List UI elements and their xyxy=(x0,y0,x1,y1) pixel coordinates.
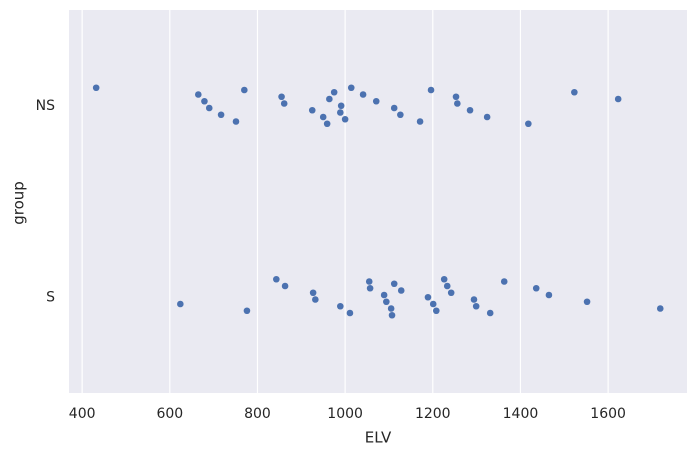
strip-point xyxy=(232,118,240,125)
strip-point xyxy=(359,91,367,98)
x-axis-label: ELV xyxy=(365,429,392,447)
x-tick-label: 400 xyxy=(69,406,96,422)
strip-point xyxy=(308,106,316,114)
strip-point xyxy=(432,307,440,315)
strip-point xyxy=(614,95,622,103)
strip-point xyxy=(323,120,331,128)
strip-point xyxy=(429,300,437,308)
strip-point xyxy=(424,293,432,301)
strip-point xyxy=(366,284,374,292)
strip-point xyxy=(525,120,532,128)
strip-point xyxy=(243,307,251,315)
strip-point xyxy=(571,88,578,96)
strip-point xyxy=(278,93,285,101)
strip-point xyxy=(341,115,349,123)
strip-point xyxy=(532,284,540,292)
strip-point xyxy=(390,104,398,112)
strip-point xyxy=(241,86,248,94)
strip-point xyxy=(326,95,333,103)
strip-point xyxy=(390,280,398,288)
x-tick-label: 1600 xyxy=(590,406,626,422)
strip-point xyxy=(383,298,390,306)
strip-point xyxy=(201,97,208,105)
strip-point xyxy=(388,311,396,319)
y-tick-label: S xyxy=(46,289,55,305)
y-axis-label: group xyxy=(10,181,28,225)
strip-point xyxy=(470,296,478,303)
strip-point xyxy=(312,296,319,303)
strip-point xyxy=(372,97,380,105)
x-tick-label: 800 xyxy=(244,406,271,422)
strip-point xyxy=(347,84,355,92)
strip-point xyxy=(483,113,491,121)
strip-point xyxy=(280,100,288,107)
strip-point xyxy=(365,278,373,285)
strip-point xyxy=(466,106,474,114)
strip-point xyxy=(545,291,553,299)
strip-point xyxy=(330,88,338,96)
strip-point xyxy=(583,298,591,306)
strip-point xyxy=(443,282,451,290)
strip-point xyxy=(454,100,461,107)
strip-point xyxy=(656,305,664,312)
strip-point xyxy=(486,309,494,317)
strip-point xyxy=(397,111,404,119)
strip-point xyxy=(177,300,184,308)
strip-point xyxy=(319,113,327,121)
strip-point xyxy=(500,278,508,285)
strip-point xyxy=(472,302,480,310)
strip-point xyxy=(273,275,280,283)
strip-point xyxy=(337,102,345,110)
strip-point xyxy=(427,86,435,94)
y-tick-label: NS xyxy=(36,98,55,114)
strip-point xyxy=(309,289,317,297)
strip-point xyxy=(440,275,448,283)
strip-point xyxy=(452,93,460,101)
x-tick-label: 600 xyxy=(156,406,183,422)
strip-point xyxy=(387,305,395,312)
strip-point xyxy=(337,302,344,310)
x-tick-label: 1400 xyxy=(503,406,539,422)
strip-point xyxy=(281,282,289,290)
strip-point xyxy=(194,91,202,98)
strip-point xyxy=(92,84,100,92)
strip-point xyxy=(447,289,455,297)
strip-point xyxy=(205,104,213,112)
plot-area xyxy=(69,10,687,393)
strip-point xyxy=(337,109,344,116)
x-tick-label: 1000 xyxy=(327,406,363,422)
strip-point xyxy=(217,111,225,119)
strip-point xyxy=(416,118,424,125)
strip-point xyxy=(380,291,388,299)
x-tick-label: 1200 xyxy=(415,406,451,422)
strip-point xyxy=(346,309,354,317)
strip-point xyxy=(397,287,405,294)
